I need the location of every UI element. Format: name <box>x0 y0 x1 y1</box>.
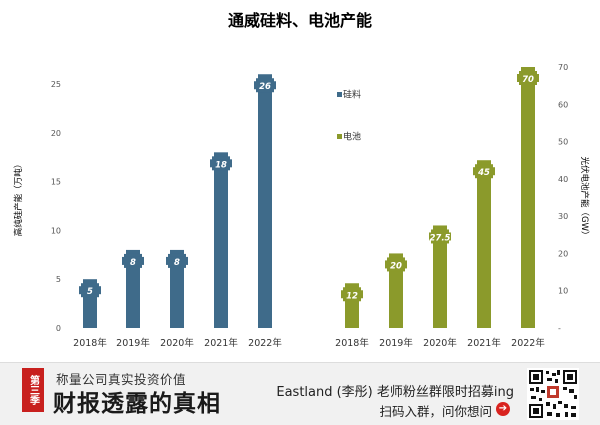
left-axis-ticks: 0 5 10 15 20 25 <box>51 80 61 333</box>
legend-swatch <box>337 92 342 97</box>
promo-subtext: 扫码入群，问你想问 <box>379 404 492 419</box>
data-label: 27.5 <box>430 233 451 243</box>
data-label-box-side <box>254 81 276 90</box>
bar-电池-2021年 <box>477 160 491 328</box>
data-label-box-side <box>473 167 495 176</box>
promo-text: Eastland (李彤) 老师粉丝群限时招募ing <box>276 385 514 400</box>
bar-硅料-2022年 <box>258 74 272 329</box>
legend-swatch <box>337 134 342 139</box>
bar-硅料-2021年 <box>214 152 228 328</box>
right-tick-label: - <box>558 324 561 333</box>
data-label: 8 <box>174 258 180 268</box>
x-tick-label: 2018年 <box>73 337 107 349</box>
left-axis-label: 高纯硅产能（万吨） <box>13 160 24 237</box>
data-label: 45 <box>477 168 490 178</box>
data-label-box-side <box>79 286 101 295</box>
data-label: 5 <box>87 287 93 297</box>
x-axis-labels: 2018年 2019年 2020年 2021年 2022年 2018年 2019年 2020年… <box>73 337 545 349</box>
data-label: 12 <box>346 291 358 301</box>
data-label-box-side <box>210 159 232 168</box>
legend-label: 硅料 <box>343 89 361 101</box>
bar-电池-2020年 <box>433 225 447 328</box>
right-tick-label: 20 <box>558 249 568 258</box>
right-tick-label: 70 <box>558 63 568 72</box>
data-label: 8 <box>130 258 136 268</box>
qr-code-icon[interactable] <box>527 368 579 420</box>
bar-电池-2019年 <box>389 253 403 328</box>
x-tick-label: 2019年 <box>379 337 413 349</box>
bars: 5 8 8 18 26 12 20 27.5 45 70 <box>79 67 539 329</box>
right-tick-label: 50 <box>558 138 568 147</box>
right-tick-label: 60 <box>558 100 568 109</box>
right-tick-label: 10 <box>558 287 568 296</box>
bar-电池-2022年 <box>521 67 535 328</box>
x-tick-label: 2019年 <box>116 337 150 349</box>
data-label: 18 <box>215 160 227 170</box>
left-tick-label: 15 <box>51 178 61 187</box>
bar-硅料-2020年 <box>170 249 184 328</box>
legend-label: 电池 <box>343 131 361 143</box>
x-tick-label: 2020年 <box>423 337 457 349</box>
data-label-box-side <box>385 260 407 269</box>
data-label: 70 <box>522 75 534 85</box>
data-label-box-side <box>122 256 144 265</box>
data-label-box-side <box>429 232 451 241</box>
x-tick-label: 2022年 <box>511 337 545 349</box>
data-label: 20 <box>390 261 402 271</box>
data-label-box-side <box>517 74 539 82</box>
left-tick-label: 10 <box>51 226 61 235</box>
left-tick-label: 25 <box>51 80 61 89</box>
right-tick-label: 30 <box>558 212 568 221</box>
left-tick-label: 20 <box>51 129 61 138</box>
arrow-right-icon[interactable]: ➔ <box>496 402 510 416</box>
x-tick-label: 2021年 <box>467 337 501 349</box>
data-label: 26 <box>259 82 271 92</box>
right-axis-ticks: - 10 20 30 40 50 60 70 <box>558 63 568 333</box>
chart-title: 通威硅料、电池产能 <box>228 11 372 30</box>
brand-subtitle: 称量公司真实投资价值 <box>56 372 187 387</box>
season-badge: 第三季 <box>22 368 44 412</box>
x-tick-label: 2018年 <box>335 337 369 349</box>
data-label-box-side <box>166 256 188 265</box>
bar-硅料-2019年 <box>126 249 140 328</box>
x-tick-label: 2022年 <box>248 337 282 349</box>
left-tick-label: 0 <box>56 324 61 333</box>
right-axis-label: 光伏电池产能（GW） <box>579 157 590 240</box>
left-tick-label: 5 <box>56 275 61 284</box>
x-tick-label: 2020年 <box>160 337 194 349</box>
x-tick-label: 2021年 <box>204 337 238 349</box>
brand-title: 财报透露的真相 <box>53 390 221 417</box>
right-tick-label: 40 <box>558 175 568 184</box>
data-label-box-side <box>341 290 363 299</box>
